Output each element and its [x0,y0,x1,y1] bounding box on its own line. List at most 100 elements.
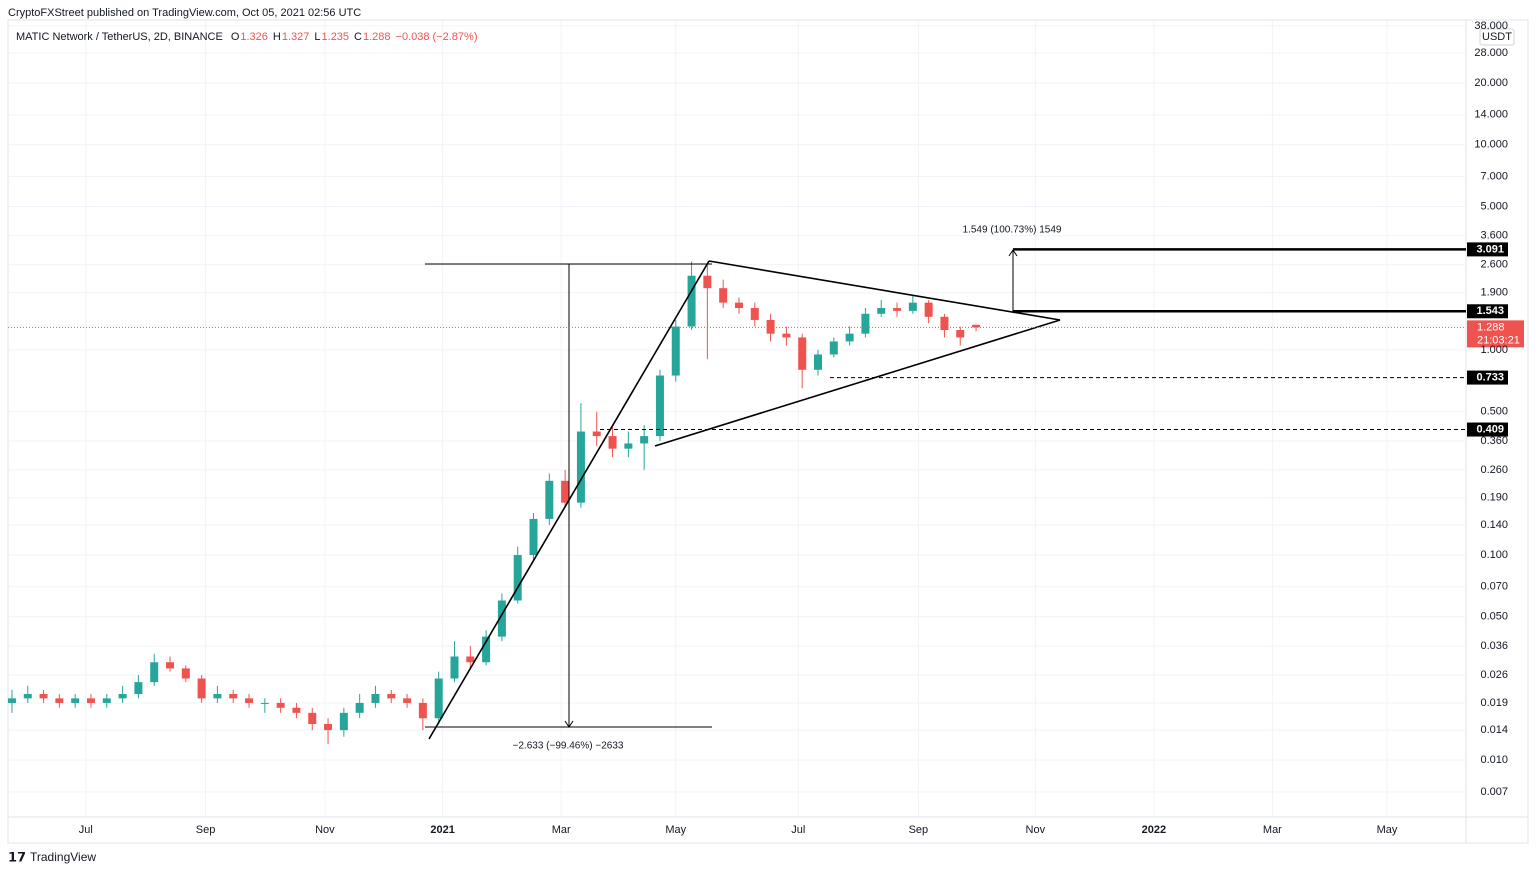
candle-body [260,702,269,704]
candle-body [513,555,522,601]
candle-body [719,288,728,303]
level-label: 1.543 [1476,305,1504,317]
candle-body [213,694,222,699]
frame [7,19,1529,844]
candle-body [387,694,396,699]
y-tick-label: 20.000 [1474,77,1508,89]
candle-body [940,316,949,331]
x-tick-label: Sep [196,824,216,836]
ohlc-key: O [231,31,240,43]
y-tick-label: 0.070 [1480,581,1508,593]
countdown: 21:03:21 [1477,334,1520,346]
y-tick-label: 0.140 [1480,519,1508,531]
y-tick-label: 0.010 [1480,754,1508,766]
y-tick-label: 7.000 [1480,170,1508,182]
x-tick-label: Jul [791,824,805,836]
candle-body [134,682,143,695]
x-tick-label: Mar [1263,824,1282,836]
level-label-box [1467,422,1508,437]
candle-body [308,712,317,724]
candle-body [814,354,822,370]
ohlc-value: 1.327 [282,31,310,43]
trend-line [654,319,1061,447]
candle-body [403,698,412,703]
candle-body [292,707,301,713]
ohlc-change: −0.038 (−2.87%) [396,31,478,43]
ohlc-key: L [314,31,320,43]
y-tick-label: 0.050 [1480,611,1508,623]
symbol-title: MATIC Network / TetherUS, 2D, BINANCE [16,31,223,43]
ohlc-key: H [273,31,281,43]
y-tick-label: 3.600 [1480,230,1508,242]
candle-body [750,308,759,320]
candles [7,261,981,744]
candle-body [55,698,64,703]
candle-body [482,636,491,663]
y-tick-label: 2.600 [1480,259,1508,271]
ohlc-key: C [354,31,362,43]
candle-body [71,698,80,703]
candle-body [371,694,380,703]
y-tick-label: 10.000 [1474,139,1508,151]
candle-body [608,436,617,449]
annotation: 1.549 (100.73%) 1549 [963,225,1062,236]
candle-body [972,324,981,328]
candle-body [703,275,712,289]
logo: 𝟭𝟳 [8,849,26,864]
y-tick-label: 0.036 [1480,640,1508,652]
candle-body [782,333,791,338]
level-label-box [1467,242,1508,257]
currency: USDT [1482,31,1512,43]
currency-box [1479,28,1515,46]
candle-body [245,698,254,703]
last-price-box [1467,320,1524,348]
y-tick-label: 0.100 [1480,549,1508,561]
candle-body [7,698,16,703]
x-tick-label: Jul [79,824,93,836]
y-tick-label: 0.026 [1480,669,1508,681]
y-tick-label: 28.000 [1474,47,1508,59]
x-tick-label: May [1377,824,1398,836]
y-tick-label: 0.190 [1480,492,1508,504]
level-label-box [1467,304,1508,319]
candle-body [734,302,743,309]
candle-body [339,712,348,731]
level-label: 0.409 [1476,423,1504,435]
candle-body [592,431,601,437]
y-tick-label: 0.260 [1480,464,1508,476]
y-tick-label: 1.900 [1480,287,1508,299]
candle-body [576,431,585,503]
candle-body [181,668,190,679]
candle-body [355,702,364,713]
candle-body [466,656,475,663]
y-tick-label: 5.000 [1480,200,1508,212]
ohlc-value: 1.288 [363,31,391,43]
trend-line [708,260,1061,321]
x-tick-label: Mar [552,824,571,836]
candle-body [276,702,285,708]
candle-body [956,330,965,338]
candle-body [497,600,506,637]
candle-body [561,480,570,503]
x-tick-label: 2022 [1142,824,1166,836]
candle-body [229,694,238,699]
y-tick-label: 0.007 [1480,786,1508,798]
level-label: 3.091 [1476,243,1504,255]
candle-body [861,313,870,334]
candle-body [877,308,886,314]
level-label-box [1467,370,1508,385]
x-tick-label: Nov [315,824,335,836]
candle-body [687,275,696,327]
candle-body [23,694,32,699]
y-tick-label: 14.000 [1474,109,1508,121]
x-tick-label: 2021 [430,824,454,836]
candle-body [324,723,333,731]
x-tick-label: Nov [1026,824,1046,836]
x-tick-label: Sep [909,824,929,836]
candle-body [655,375,664,437]
candle-body [545,480,554,519]
candle-body [845,333,854,342]
